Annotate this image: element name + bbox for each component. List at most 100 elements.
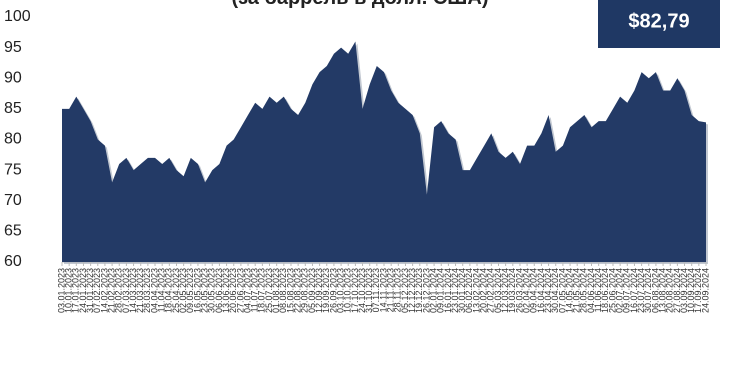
x-tick-label: 31.10.2023: [364, 268, 374, 313]
x-tick-label: 24.09.2024: [700, 268, 710, 313]
x-tick-label: 13.08.2024: [657, 268, 667, 313]
x-tick-label: 20.06.2023: [228, 268, 238, 313]
x-tick-label: 25.07.2023: [264, 268, 274, 313]
x-tick-label: 21.05.2024: [572, 268, 582, 313]
x-tick-label: 23.04.2024: [543, 268, 553, 313]
y-tick-label: 60: [4, 253, 22, 270]
x-tick-label: 12.12.2023: [407, 268, 417, 313]
x-tick-label: 30.04.2024: [550, 268, 560, 313]
x-tick-label: 17.09.2024: [693, 268, 703, 313]
x-tick-label: 17.10.2023: [350, 268, 360, 313]
area: [62, 41, 706, 262]
x-tick-label: 25.04.2023: [171, 268, 181, 313]
x-tick-label: 08.08.2023: [278, 268, 288, 313]
x-tick-label: 03.01.2023: [56, 268, 66, 313]
x-tick-label: 05.12.2023: [400, 268, 410, 313]
x-tick-label: 04.07.2023: [242, 268, 252, 313]
x-tick-label: 25.06.2024: [607, 268, 617, 313]
x-tick-label: 05.03.2024: [493, 268, 503, 313]
x-tick-label: 12.03.2024: [500, 268, 510, 313]
x-tick-label: 06.08.2024: [650, 268, 660, 313]
y-tick-label: 80: [4, 131, 22, 148]
x-tick-label: 26.09.2023: [328, 268, 338, 313]
x-tick-label: 07.11.2023: [371, 268, 381, 312]
x-tick-label: 09.07.2024: [622, 268, 632, 313]
x-tick-label: 22.08.2023: [293, 268, 303, 313]
x-tick-label: 16.01.2024: [443, 268, 453, 313]
x-tick-label: 27.08.2024: [672, 268, 682, 313]
y-tick-label: 95: [4, 39, 22, 56]
x-tick-label: 11.06.2024: [593, 268, 603, 312]
x-tick-label: 17.01.2023: [71, 268, 81, 313]
x-tick-label: 16.04.2024: [536, 268, 546, 313]
x-tick-label: 14.05.2024: [564, 268, 574, 313]
x-tick-label: 28.05.2024: [579, 268, 589, 313]
badge-box: [598, 0, 720, 48]
x-tick-label: 02.01.2024: [428, 268, 438, 313]
x-tick-label: 09.04.2024: [529, 268, 539, 313]
x-tick-label: 23.05.2023: [199, 268, 209, 313]
x-tick-label: 28.02.2023: [114, 268, 124, 313]
x-tick-label: 21.11.2023: [386, 268, 396, 312]
x-tick-label: 12.09.2023: [314, 268, 324, 313]
x-tick-label: 06.02.2024: [464, 268, 474, 313]
x-tick-label: 14.02.2023: [99, 268, 109, 313]
badge: $82,79: [628, 10, 689, 32]
x-tick-label: 01.08.2023: [271, 268, 281, 313]
x-tick-label: 13.06.2023: [221, 268, 231, 313]
x-tick-label: 24.10.2023: [357, 268, 367, 313]
x-tick-label: 27.02.2024: [486, 268, 496, 313]
x-tick-label: 11.04.2023: [157, 268, 167, 312]
x-tick-label: 24.01.2023: [78, 268, 88, 313]
x-tick-label: 14.03.2023: [128, 268, 138, 313]
x-tick-label: 10.10.2023: [343, 268, 353, 313]
x-tick-label: 26.03.2024: [514, 268, 524, 313]
x-tick-label: 10.01.2023: [64, 268, 74, 313]
x-tick-label: 23.07.2024: [636, 268, 646, 313]
x-tick-label: 07.03.2023: [121, 268, 131, 313]
x-tick-label: 28.03.2023: [142, 268, 152, 313]
y-tick-label: 75: [4, 161, 22, 178]
x-tick-label: 03.09.2024: [679, 268, 689, 313]
x-tick-label: 07.05.2024: [557, 268, 567, 313]
x-tick-label: 20.08.2024: [665, 268, 675, 313]
x-tick-label: 15.08.2023: [285, 268, 295, 313]
x-tick-label: 29.08.2023: [300, 268, 310, 313]
x-tick-label: 11.07.2023: [250, 268, 260, 312]
x-tick-label: 05.09.2023: [307, 268, 317, 313]
x-tick-label: 31.01.2023: [85, 268, 95, 313]
x-tick-label: 21.02.2023: [106, 268, 116, 313]
y-tick-label: 85: [4, 100, 22, 117]
x-tick-label: 30.05.2023: [207, 268, 217, 313]
x-tick-label: 09.05.2023: [185, 268, 195, 313]
x-tick-label: 07.02.2023: [92, 268, 102, 313]
x-tick-label: 18.06.2024: [600, 268, 610, 313]
x-tick-label: 02.04.2024: [521, 268, 531, 313]
x-tick-label: 21.03.2023: [135, 268, 145, 313]
x-tick-label: 10.09.2024: [686, 268, 696, 313]
x-tick-label: 30.07.2024: [643, 268, 653, 313]
x-tick-label: 26.12.2023: [421, 268, 431, 313]
x-tick-label: 27.06.2023: [235, 268, 245, 313]
x-tick-label: 18.07.2023: [257, 268, 267, 313]
x-tick-label: 04.04.2023: [149, 268, 159, 313]
x-tick-label: 04.06.2024: [586, 268, 596, 313]
x-tick-label: 09.01.2024: [436, 268, 446, 313]
x-tick-label: 20.02.2024: [479, 268, 489, 313]
x-tick-label: 16.05.2023: [192, 268, 202, 313]
x-tick-label: 19.09.2023: [321, 268, 331, 313]
x-tick-label: 03.10.2023: [335, 268, 345, 313]
x-tick-label: 28.11.2023: [393, 268, 403, 312]
y-tick-label: 70: [4, 192, 22, 209]
y-tick-label: 90: [4, 69, 22, 86]
x-tick-label: 13.02.2024: [471, 268, 481, 313]
chart-title: (за баррель в долл. США): [231, 0, 488, 9]
x-tick-label: 06.06.2023: [214, 268, 224, 313]
y-tick-label: 65: [4, 223, 22, 240]
x-tick-label: 16.07.2024: [629, 268, 639, 313]
x-tick-label: 30.01.2024: [457, 268, 467, 313]
x-tick-label: 14.11.2023: [378, 268, 388, 312]
x-tick-label: 02.05.2023: [178, 268, 188, 313]
x-tick-label: 02.07.2024: [615, 268, 625, 313]
